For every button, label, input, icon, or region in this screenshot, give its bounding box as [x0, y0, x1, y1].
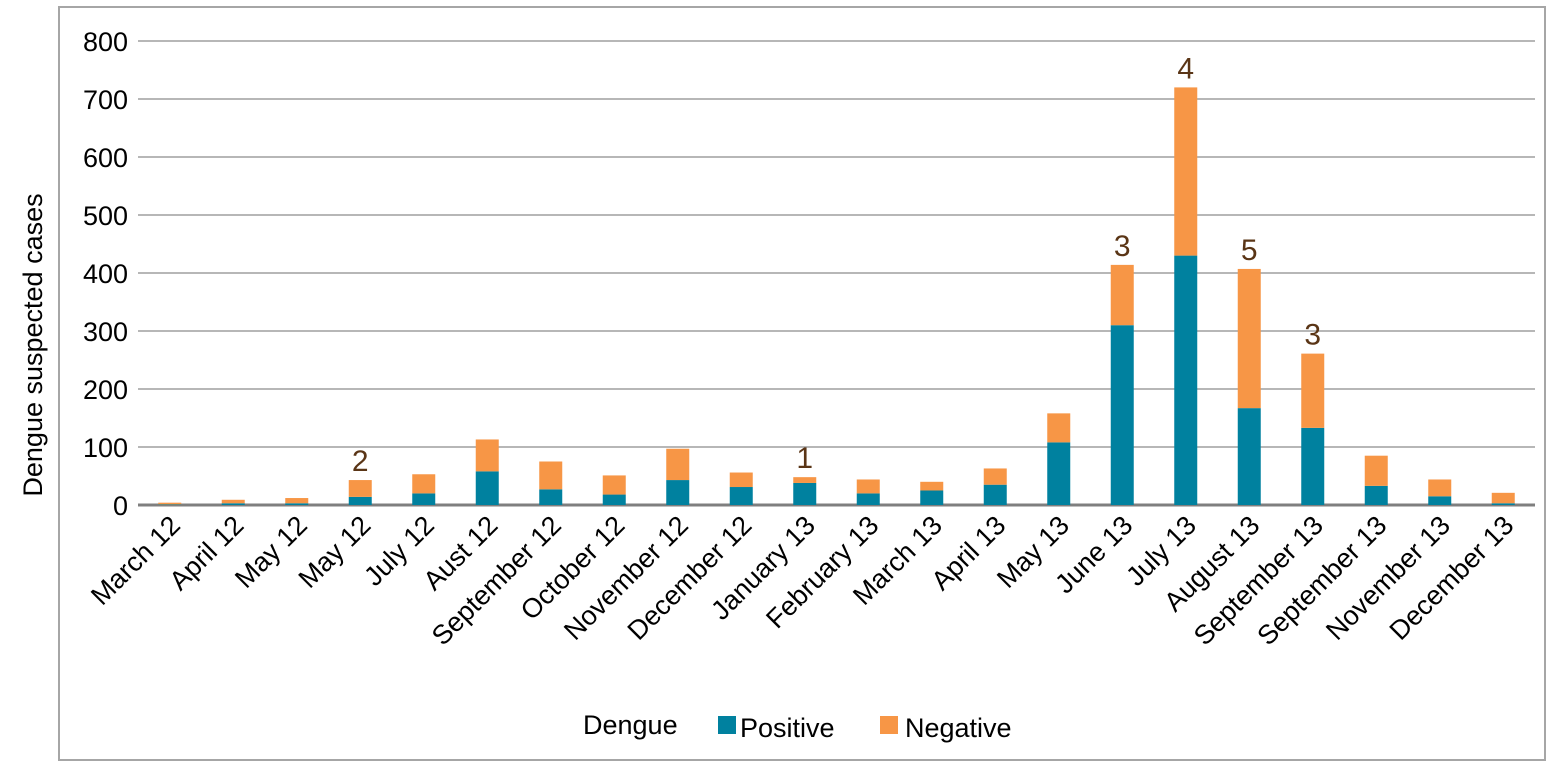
bar-negative — [856, 479, 880, 494]
bar-positive — [221, 503, 245, 505]
bar-negative — [602, 475, 626, 495]
bar-annotation: 1 — [796, 442, 813, 475]
bar-positive — [920, 490, 944, 505]
y-tick-label: 0 — [113, 491, 128, 521]
bar-negative — [793, 477, 817, 483]
y-tick-label: 200 — [83, 375, 128, 405]
bar-positive — [412, 493, 436, 505]
gridlines — [138, 40, 1535, 507]
legend-swatch-positive — [718, 716, 736, 734]
bar-negative — [729, 472, 753, 488]
bar-negative — [1110, 264, 1134, 326]
bar-annotation: 4 — [1177, 52, 1194, 85]
bar-positive — [856, 493, 880, 505]
bar-annotation: 2 — [352, 445, 369, 478]
bar-annotation: 3 — [1304, 319, 1321, 352]
legend: Dengue Positive Negative — [583, 710, 1012, 743]
legend-label-positive: Positive — [740, 713, 835, 743]
bar-positive — [348, 496, 372, 505]
x-tick-label: May 12 — [293, 510, 377, 594]
y-tick-labels: 0 100 200 300 400 500 600 700 800 — [83, 27, 128, 521]
x-tick-label: March 12 — [85, 510, 186, 611]
bar-negative — [1364, 455, 1388, 486]
bar-negative — [539, 461, 563, 490]
bar-positive — [1237, 408, 1261, 505]
bar-annotation: 5 — [1241, 234, 1258, 267]
bar-negative — [221, 499, 245, 504]
annotations: 2 1 3 4 5 3 — [352, 52, 1321, 478]
bar-negative — [666, 448, 690, 481]
y-tick-label: 700 — [83, 85, 128, 115]
bar-negative — [983, 468, 1007, 485]
bar-negative — [1428, 479, 1452, 497]
bar-negative — [412, 474, 436, 494]
bar-negative — [158, 502, 182, 505]
y-tick-label: 400 — [83, 259, 128, 289]
bar-negative — [1491, 492, 1515, 504]
y-tick-label: 600 — [83, 143, 128, 173]
bar-negative — [1237, 268, 1261, 409]
y-axis-label: Dengue suspected cases — [18, 193, 48, 496]
bar-negative — [920, 481, 944, 491]
bar-negative — [1174, 87, 1198, 256]
bar-negative — [285, 498, 309, 504]
bar-positive — [285, 503, 309, 505]
bar-positive — [475, 471, 499, 505]
bar-positive — [1110, 325, 1134, 505]
bar-negative — [348, 480, 372, 497]
bar-positive — [1428, 496, 1452, 505]
bar-positive — [1174, 255, 1198, 505]
legend-title: Dengue — [583, 710, 678, 740]
bar-positive — [793, 482, 817, 505]
bar-positive — [1047, 442, 1071, 505]
y-tick-label: 500 — [83, 201, 128, 231]
y-tick-label: 800 — [83, 27, 128, 57]
chart-frame — [58, 6, 1546, 761]
legend-label-negative: Negative — [905, 713, 1012, 743]
bar-negative — [475, 439, 499, 472]
bar-positive — [983, 484, 1007, 505]
bar-positive — [1301, 427, 1325, 505]
bar-negative — [1047, 413, 1071, 443]
bar-positive — [158, 504, 182, 505]
y-tick-label: 300 — [83, 317, 128, 347]
bars — [158, 87, 1515, 505]
bar-annotation: 3 — [1114, 230, 1131, 263]
bar-positive — [666, 480, 690, 505]
bar-negative — [1301, 353, 1325, 428]
bar-positive — [539, 489, 563, 505]
bar-positive — [1364, 485, 1388, 505]
y-tick-label: 100 — [83, 433, 128, 463]
bar-positive — [1491, 503, 1515, 505]
bar-positive — [602, 494, 626, 505]
bar-positive — [729, 487, 753, 505]
legend-swatch-negative — [880, 716, 898, 734]
